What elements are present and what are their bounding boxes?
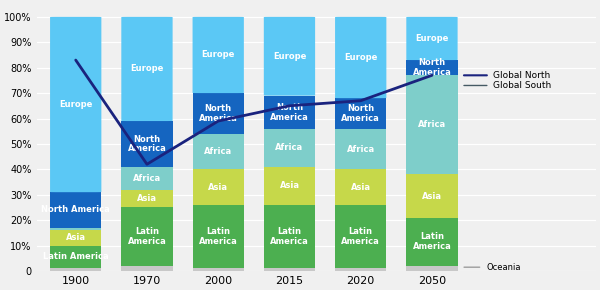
FancyBboxPatch shape: [50, 17, 101, 192]
Text: Latin
America: Latin America: [270, 227, 309, 246]
Bar: [121, 167, 173, 190]
Bar: [335, 205, 386, 269]
Bar: [406, 218, 458, 266]
Text: North
America: North America: [413, 58, 451, 77]
Text: Africa: Africa: [418, 120, 446, 129]
Text: Asia: Asia: [280, 181, 299, 190]
Text: Africa: Africa: [204, 147, 232, 156]
Text: Latin
America: Latin America: [413, 232, 451, 251]
Bar: [50, 269, 101, 271]
Bar: [264, 129, 315, 167]
Bar: [264, 96, 315, 129]
Text: Asia: Asia: [66, 233, 86, 242]
Bar: [264, 205, 315, 269]
FancyBboxPatch shape: [264, 17, 315, 96]
Bar: [121, 207, 173, 266]
Bar: [406, 60, 458, 75]
Bar: [335, 269, 386, 271]
Bar: [50, 246, 101, 269]
Bar: [193, 169, 244, 205]
Bar: [121, 190, 173, 207]
Text: Europe: Europe: [344, 53, 377, 62]
Bar: [264, 167, 315, 205]
Bar: [50, 230, 101, 246]
Text: Latin
America: Latin America: [128, 227, 166, 246]
Bar: [406, 266, 458, 271]
Text: Europe: Europe: [273, 52, 306, 61]
Bar: [121, 266, 173, 271]
Text: North
America: North America: [199, 104, 238, 123]
Text: Global South: Global South: [493, 81, 551, 90]
Text: Asia: Asia: [422, 191, 442, 200]
FancyBboxPatch shape: [335, 17, 386, 98]
Text: Latin America: Latin America: [43, 253, 109, 262]
Bar: [264, 269, 315, 271]
Bar: [193, 134, 244, 169]
Text: North America: North America: [41, 206, 110, 215]
Text: Africa: Africa: [347, 144, 375, 153]
Bar: [50, 192, 101, 228]
Text: North
America: North America: [128, 135, 166, 153]
Text: North
America: North America: [270, 103, 309, 122]
Text: Africa: Africa: [275, 143, 304, 152]
Bar: [193, 269, 244, 271]
Text: Europe: Europe: [202, 50, 235, 59]
Text: Latin
America: Latin America: [341, 227, 380, 246]
Bar: [50, 228, 101, 230]
FancyBboxPatch shape: [406, 17, 458, 60]
Text: Africa: Africa: [133, 174, 161, 183]
Bar: [121, 121, 173, 167]
Bar: [335, 129, 386, 169]
FancyBboxPatch shape: [193, 17, 244, 93]
Bar: [335, 169, 386, 205]
Bar: [193, 205, 244, 269]
Text: Asia: Asia: [208, 183, 228, 192]
FancyBboxPatch shape: [121, 17, 173, 121]
Text: Global North: Global North: [493, 71, 550, 80]
Text: Europe: Europe: [415, 34, 449, 43]
Text: Oceania: Oceania: [486, 263, 521, 272]
Text: Asia: Asia: [137, 194, 157, 203]
Text: Latin
America: Latin America: [199, 227, 238, 246]
Text: Europe: Europe: [130, 64, 164, 73]
Text: North
America: North America: [341, 104, 380, 123]
Bar: [335, 98, 386, 129]
Text: Asia: Asia: [351, 183, 371, 192]
Bar: [406, 174, 458, 218]
Text: Europe: Europe: [59, 100, 92, 109]
Bar: [406, 75, 458, 174]
Bar: [193, 93, 244, 134]
